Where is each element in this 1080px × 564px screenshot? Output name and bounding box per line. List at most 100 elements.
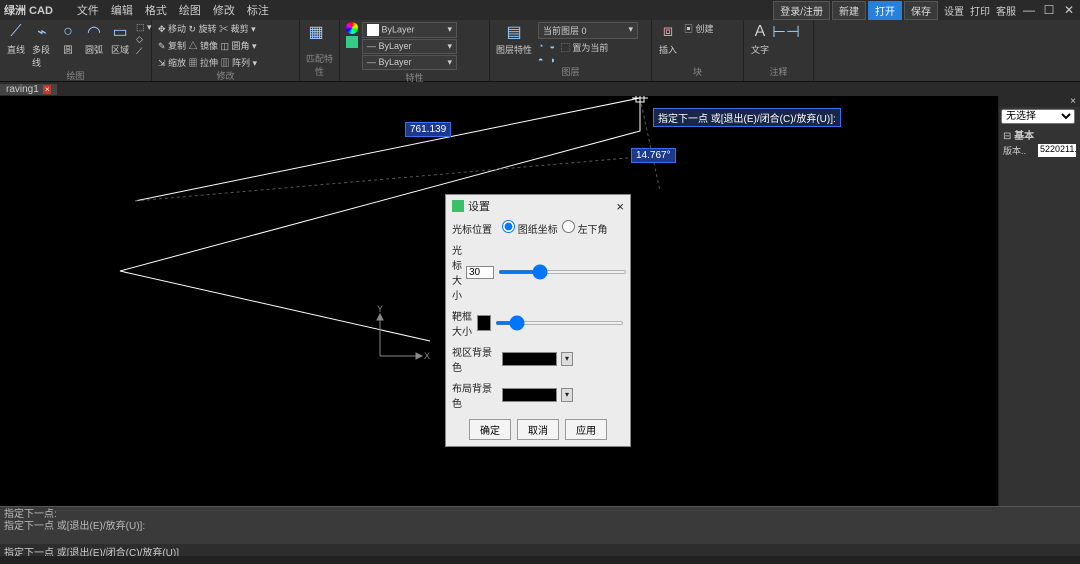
region-tool[interactable]: ▭区域 [110,22,130,56]
settings-dialog: 设置 × 光标位置 图纸坐标 左下角 光标大小 靶框大小 视区背景色 ▾ 布局背… [445,194,631,447]
cursor-size-slider[interactable] [498,270,627,274]
layer-tool-b[interactable]: ◒ [549,41,554,54]
settings-link[interactable]: 设置 [944,3,964,18]
cat-basic[interactable]: ⊟ 基本 [999,126,1080,143]
circle-tool[interactable]: ○圆 [58,22,78,56]
group-label-modify: 修改 [158,69,293,82]
menu-file[interactable]: 文件 [77,2,99,18]
ribbon-group-props: ByLayer▾ — ByLayer▾ — ByLayer▾ 特性 [340,20,490,81]
maximize-icon[interactable]: ☐ [1042,3,1056,17]
view-bg-color[interactable] [502,352,557,366]
properties-panel: × 无选择 ⊟ 基本 版本.. 5220211... [998,96,1080,506]
line-tool[interactable]: ⟋直线 [6,22,26,56]
menu-draw[interactable]: 绘图 [179,2,201,18]
ribbon-group-draw: ⟋直线 ⌁多段线 ○圆 ◠圆弧 ▭区域 ⬚ ▾ ◇ ⟋ 绘图 [0,20,152,81]
doc-tab[interactable]: raving1× [0,84,57,95]
linetype-select[interactable]: — ByLayer▾ [362,39,457,54]
service-link[interactable]: 客服 [996,3,1016,18]
insert-tool[interactable]: ⧈插入 [658,22,678,56]
radio-corner[interactable]: 左下角 [562,220,608,236]
measure-distance: 761.139 [405,122,451,137]
layer-tool-a[interactable]: ◔ [538,41,543,54]
layer-tool-c[interactable]: ◓ [538,55,543,65]
layout-bg-drop[interactable]: ▾ [561,388,573,402]
tab-close-icon[interactable]: × [43,85,52,94]
dialog-close-icon[interactable]: × [616,199,624,214]
ribbon-group-modify: ✥ 移动 ↻ 旋转 ✂ 裁剪 ▾ ✎ 复制 △ 镜像 ◫ 圆角 ▾ ⇲ 缩放 ▦… [152,20,300,81]
modify-row-1[interactable]: ✥ 移动 ↻ 旋转 ✂ 裁剪 ▾ [158,22,293,35]
ribbon-group-block: ⧈插入 ▣ 创建 块 [652,20,744,81]
new-button[interactable]: 新建 [832,1,866,20]
titlebar: 绿洲 CAD 文件 编辑 格式 绘图 修改 标注 登录/注册 新建 打开 保存 … [0,0,1080,20]
dialog-title: 设置 [468,198,490,214]
doc-tabbar: raving1× [0,82,1080,96]
menu-modify[interactable]: 修改 [213,2,235,18]
group-label-annot: 注释 [750,65,807,78]
ribbon-group-layer: ▤图层特性 当前图层 0▾ ◔ ◒ ⬚ 置为当前 ◓ ◑ 图层 [490,20,652,81]
menu-format[interactable]: 格式 [145,2,167,18]
dim-tool[interactable]: ⊢⊣ [776,22,796,43]
label-view-bg: 视区背景色 [452,344,498,374]
svg-text:X: X [424,351,430,361]
ribbon: ⟋直线 ⌁多段线 ○圆 ◠圆弧 ▭区域 ⬚ ▾ ◇ ⟋ 绘图 ✥ 移动 ↻ 旋转… [0,20,1080,82]
current-layer[interactable]: 当前图层 0▾ [538,22,638,39]
matchprop-tool[interactable]: ▦ [306,22,326,43]
apply-button[interactable]: 应用 [565,419,607,440]
view-bg-drop[interactable]: ▾ [561,352,573,366]
extra-tool-2[interactable]: ◇ [136,34,152,45]
dialog-titlebar[interactable]: 设置 × [446,195,630,217]
panel-close-icon[interactable]: × [999,96,1080,107]
label-cursor-pos: 光标位置 [452,221,498,236]
cancel-button[interactable]: 取消 [517,419,559,440]
text-tool[interactable]: A文字 [750,22,770,56]
modify-row-3[interactable]: ⇲ 缩放 ▦ 拉伸 ▥ 阵列 ▾ [158,56,293,69]
dialog-icon [452,200,464,212]
create-block[interactable]: ▣ 创建 [684,22,714,35]
canvas-prompt: 指定下一点 或[退出(E)/闭合(C)/放弃(U)]: [653,108,841,127]
ribbon-group-match: ▦ 匹配特性 [300,20,340,81]
lineweight-select[interactable]: — ByLayer▾ [362,55,457,70]
group-label-match: 匹配特性 [306,52,333,78]
extra-tool-1[interactable]: ⬚ ▾ [136,22,152,33]
close-icon[interactable]: ✕ [1062,3,1076,17]
box-size-slider[interactable] [495,321,624,325]
box-preview [477,315,491,331]
svg-text:Y: Y [377,304,383,314]
layer-tool-d[interactable]: ◑ [549,55,554,65]
measure-angle: 14.767° [631,148,676,163]
layerprops-tool[interactable]: ▤图层特性 [496,22,532,65]
command-log: 指定下一点: 指定下一点 或[退出(E)/放弃(U)]: [0,506,1080,544]
radio-paper[interactable]: 图纸坐标 [502,220,558,236]
arc-tool[interactable]: ◠圆弧 [84,22,104,56]
set-current[interactable]: ⬚ 置为当前 [561,41,609,54]
extra-tool-3[interactable]: ⟋ [136,46,152,57]
label-box-size: 靶框大小 [452,308,473,338]
layout-bg-color[interactable] [502,388,557,402]
color-wheel-icon[interactable] [346,22,358,34]
app-name: 绿洲 CAD [4,2,53,18]
color-swatch-icon[interactable] [346,36,358,48]
menu-edit[interactable]: 编辑 [111,2,133,18]
statusbar [0,556,1080,564]
login-button[interactable]: 登录/注册 [773,1,830,20]
save-button[interactable]: 保存 [904,1,938,20]
menu-dim[interactable]: 标注 [247,2,269,18]
group-label-draw: 绘图 [6,69,145,82]
group-label-block: 块 [658,65,737,78]
ok-button[interactable]: 确定 [469,419,511,440]
ribbon-group-annot: A文字 ⊢⊣ 注释 [744,20,814,81]
label-cursor-size: 光标大小 [452,242,462,302]
prop-version: 版本.. 5220211... [999,143,1080,158]
label-layout-bg: 布局背景色 [452,380,498,410]
minimize-icon[interactable]: — [1022,3,1036,17]
print-link[interactable]: 打印 [970,3,990,18]
color-select[interactable]: ByLayer▾ [362,22,457,38]
group-label-layer: 图层 [496,65,645,78]
open-button[interactable]: 打开 [868,1,902,20]
cursor-size-input[interactable] [466,266,494,279]
polyline-tool[interactable]: ⌁多段线 [32,22,52,69]
command-line[interactable]: 指定下一点 或[退出(E)/闭合(C)/放弃(U)] [0,544,1080,556]
selection-filter[interactable]: 无选择 [1001,109,1075,124]
modify-row-2[interactable]: ✎ 复制 △ 镜像 ◫ 圆角 ▾ [158,39,293,52]
group-label-props: 特性 [346,71,483,84]
